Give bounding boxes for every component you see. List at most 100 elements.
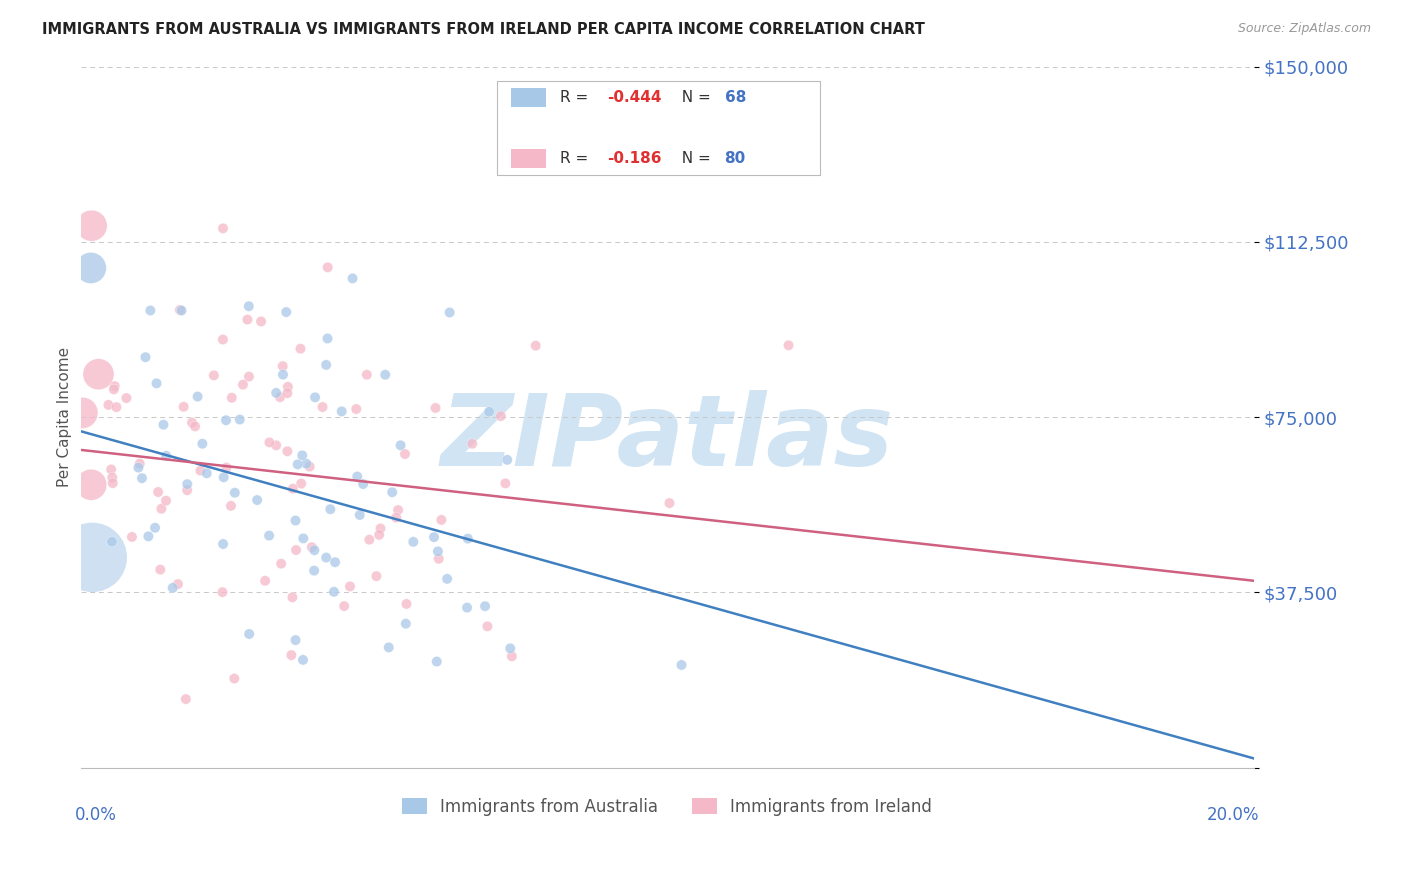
Point <box>101 534 124 549</box>
Point <box>302 564 325 578</box>
Point <box>394 447 416 461</box>
Point <box>387 503 409 517</box>
Point <box>224 672 246 686</box>
Point <box>346 469 368 483</box>
Point <box>115 391 138 405</box>
Point <box>139 303 162 318</box>
Point <box>169 302 191 317</box>
Point <box>190 464 212 478</box>
Point <box>457 532 479 546</box>
Point <box>103 382 125 396</box>
Point <box>254 574 277 588</box>
Point <box>215 460 238 475</box>
Point <box>489 409 512 423</box>
Point <box>366 569 388 583</box>
Point <box>72 406 94 420</box>
Point <box>292 653 315 667</box>
Point <box>430 513 453 527</box>
Point <box>162 581 184 595</box>
Point <box>155 493 177 508</box>
Point <box>271 368 294 382</box>
Point <box>499 641 522 656</box>
Point <box>202 368 225 383</box>
Point <box>301 540 323 554</box>
Point <box>221 391 243 405</box>
Point <box>101 476 124 491</box>
Point <box>127 460 149 475</box>
Text: IMMIGRANTS FROM AUSTRALIA VS IMMIGRANTS FROM IRELAND PER CAPITA INCOME CORRELATI: IMMIGRANTS FROM AUSTRALIA VS IMMIGRANTS … <box>42 22 925 37</box>
Point <box>212 333 235 347</box>
Point <box>304 390 326 404</box>
Point <box>316 260 339 275</box>
Point <box>121 530 143 544</box>
Point <box>176 477 198 491</box>
Legend: Immigrants from Australia, Immigrants from Ireland: Immigrants from Australia, Immigrants fr… <box>395 791 939 822</box>
Point <box>374 368 396 382</box>
Point <box>284 633 307 648</box>
Point <box>778 338 800 352</box>
Point <box>97 398 120 412</box>
Text: 0.0%: 0.0% <box>75 806 117 824</box>
Point <box>82 550 104 565</box>
Point <box>181 416 204 430</box>
FancyBboxPatch shape <box>510 87 546 107</box>
Point <box>402 534 425 549</box>
Point <box>333 599 356 613</box>
Point <box>461 437 484 451</box>
Point <box>134 350 156 364</box>
Point <box>478 405 501 419</box>
Point <box>276 386 298 401</box>
Point <box>236 312 259 326</box>
Point <box>176 483 198 498</box>
Point <box>184 419 207 434</box>
Point <box>281 482 304 496</box>
Point <box>128 457 150 471</box>
Point <box>359 533 381 547</box>
Point <box>285 543 308 558</box>
Point <box>101 470 124 484</box>
Point <box>281 591 304 605</box>
Point <box>316 331 339 345</box>
Point <box>423 530 446 544</box>
Point <box>295 457 318 471</box>
Y-axis label: Per Capita Income: Per Capita Income <box>58 347 72 487</box>
Point <box>330 404 353 418</box>
Point <box>131 471 153 485</box>
Point <box>356 368 378 382</box>
Text: R =: R = <box>561 90 593 105</box>
Point <box>501 649 523 664</box>
Text: N =: N = <box>672 90 716 105</box>
Text: -0.444: -0.444 <box>607 90 662 105</box>
FancyBboxPatch shape <box>496 80 820 175</box>
FancyBboxPatch shape <box>510 149 546 169</box>
Point <box>339 579 361 593</box>
Point <box>238 369 260 384</box>
Point <box>100 462 122 476</box>
Point <box>284 514 307 528</box>
Point <box>219 499 242 513</box>
Point <box>212 537 235 551</box>
Point <box>287 458 309 472</box>
Point <box>311 400 333 414</box>
Point <box>323 555 346 569</box>
Point <box>146 485 169 500</box>
Point <box>524 339 547 353</box>
Point <box>425 401 447 415</box>
Point <box>167 577 190 591</box>
Point <box>439 305 461 319</box>
Text: Source: ZipAtlas.com: Source: ZipAtlas.com <box>1237 22 1371 36</box>
Point <box>257 528 280 542</box>
Point <box>232 377 254 392</box>
Point <box>277 380 299 394</box>
Point <box>477 619 499 633</box>
Point <box>370 521 392 535</box>
Point <box>323 584 346 599</box>
Point <box>170 303 193 318</box>
Point <box>211 585 233 599</box>
Point <box>270 557 292 571</box>
Point <box>259 435 281 450</box>
Point <box>264 385 287 400</box>
Point <box>264 438 287 452</box>
Text: ZIPatlas: ZIPatlas <box>440 390 894 487</box>
Point <box>349 508 371 522</box>
